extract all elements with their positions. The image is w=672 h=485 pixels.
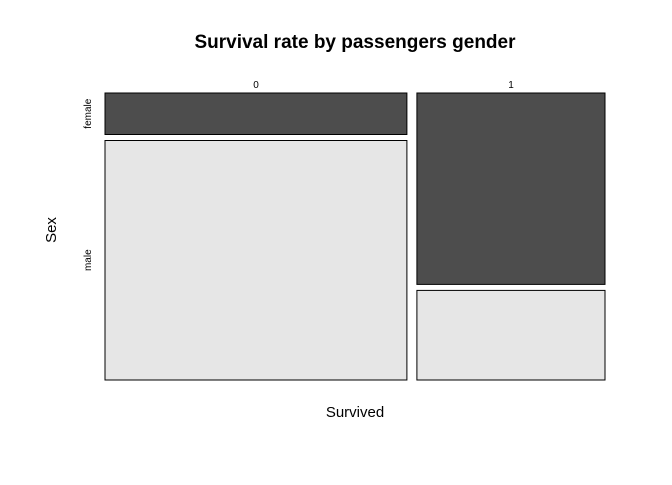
x-category-label: 0 [253,80,259,91]
y-category-label: male [83,249,94,271]
mosaic-tile-0-male [104,140,408,381]
x-axis-title: Survived [326,404,384,421]
mosaic-tile-1-male [416,289,606,381]
plot-area: 0 1 female male [83,80,606,381]
y-axis-title: Sex [43,217,60,243]
mosaic-tile-0-female [104,92,408,135]
mosaic-tile-1-female [416,92,606,285]
x-category-label: 1 [508,80,514,91]
chart-title: Survival rate by passengers gender [194,32,516,53]
y-category-label: female [83,98,94,128]
